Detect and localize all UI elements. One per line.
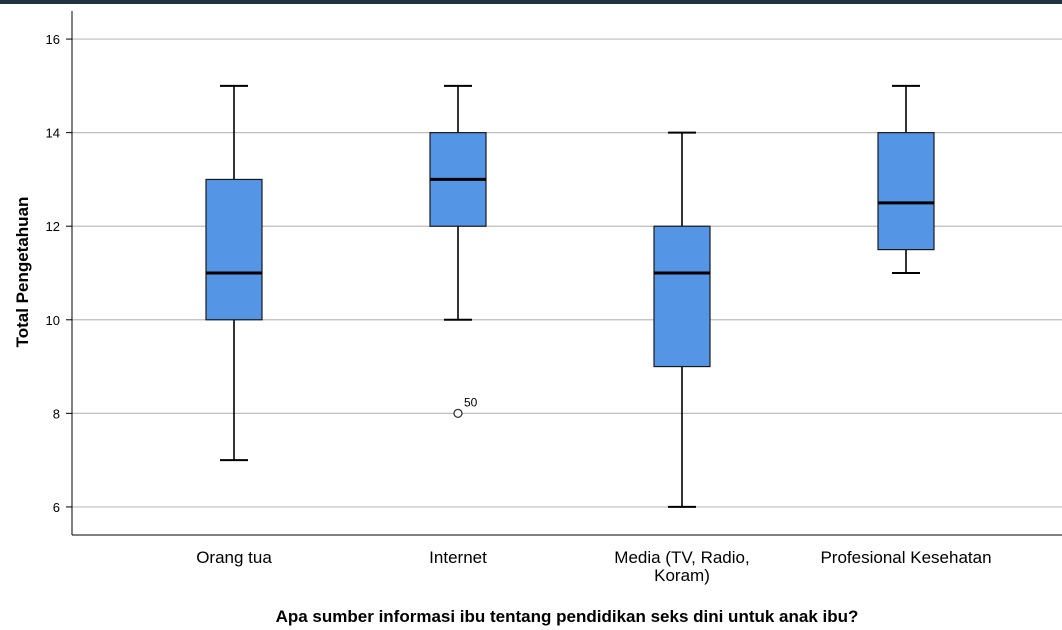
box-1: 50	[429, 84, 487, 419]
outlier-point	[453, 408, 463, 419]
y-tick-label-6: 6	[53, 500, 60, 515]
x-category-label: Profesional Kesehatan	[820, 548, 991, 567]
y-tick-label-14: 14	[46, 126, 60, 141]
y-tick-label-12: 12	[46, 219, 60, 234]
outlier-label: 50	[464, 395, 478, 409]
y-tick-labels: 6 8 10 12 14 16	[46, 32, 60, 515]
x-axis-title: Apa sumber informasi ibu tentang pendidi…	[276, 607, 859, 626]
y-tick-label-16: 16	[46, 32, 60, 47]
x-category-label: Orang tua	[196, 548, 272, 567]
iqr-box	[205, 178, 263, 321]
iqr-box	[653, 225, 711, 368]
box-2	[653, 131, 711, 508]
y-tick-label-10: 10	[46, 313, 60, 328]
boxes: 50	[205, 84, 935, 508]
x-category-label: Internet	[429, 548, 487, 567]
axes	[66, 11, 1062, 536]
iqr-box	[877, 132, 935, 251]
y-axis-title: Total Pengetahuan	[13, 197, 32, 348]
x-category-label: Koram)	[654, 566, 710, 585]
box-3	[877, 84, 935, 274]
top-border	[0, 0, 1062, 4]
x-category-label: Media (TV, Radio,	[614, 548, 749, 567]
box-0	[205, 84, 263, 462]
x-category-labels: Orang tua Internet Media (TV, Radio,Koram)…	[196, 548, 991, 585]
y-tick-label-8: 8	[53, 406, 60, 421]
